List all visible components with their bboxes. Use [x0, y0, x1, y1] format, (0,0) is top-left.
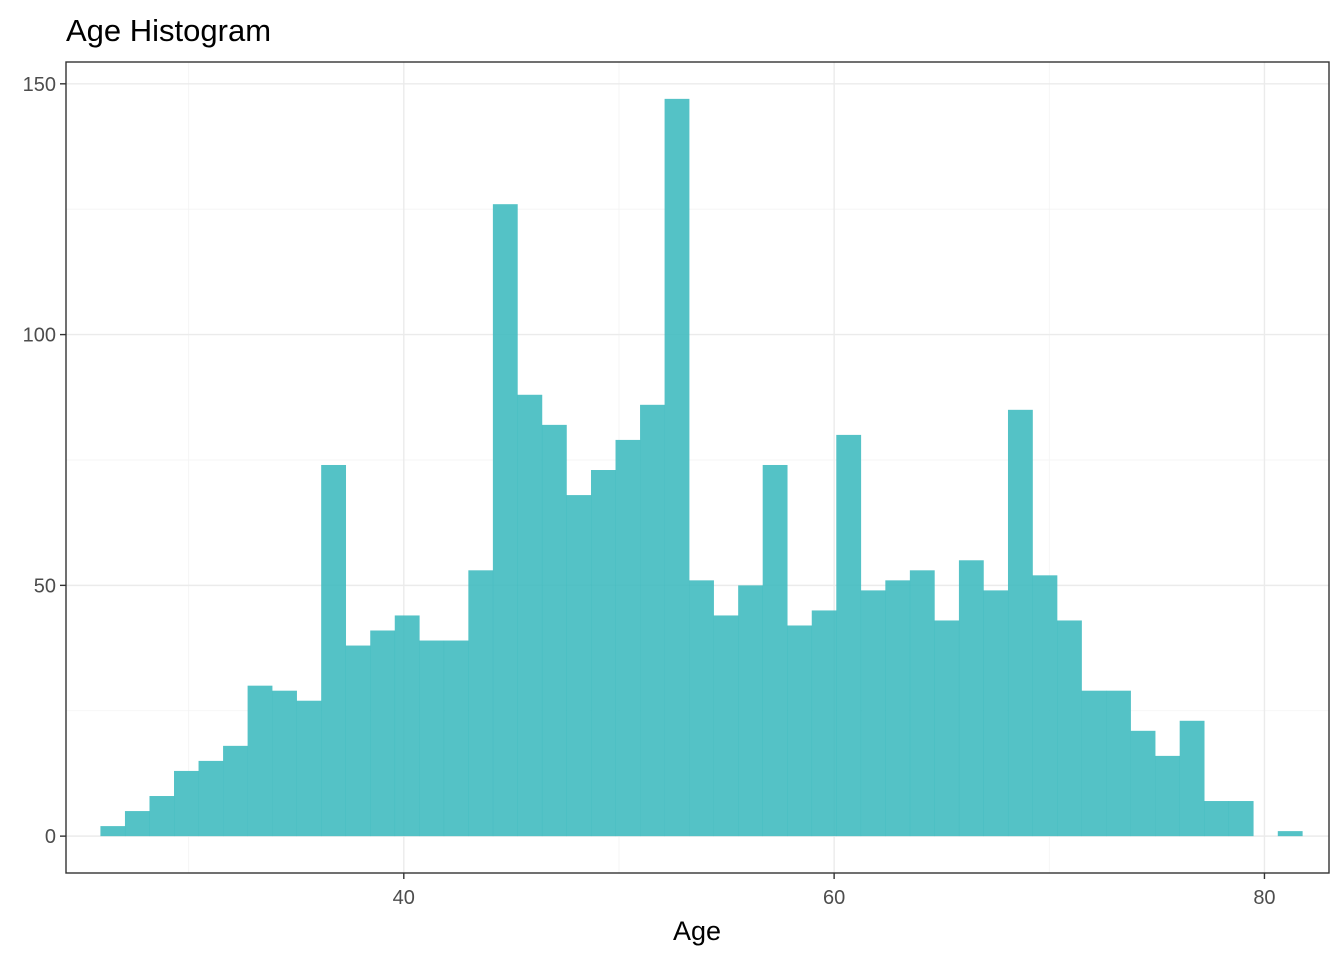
histogram-bar [1007, 409, 1033, 837]
x-tick-label: 60 [823, 887, 845, 909]
histogram-bar [762, 464, 788, 837]
y-tick-label: 50 [34, 575, 56, 597]
x-tick-label: 80 [1253, 887, 1275, 909]
histogram-bar [517, 394, 543, 837]
histogram-bars [100, 98, 1303, 837]
histogram-bar [394, 615, 420, 837]
histogram-bar [370, 630, 396, 837]
x-axis-title: Age [673, 916, 721, 946]
histogram-bar [860, 590, 886, 837]
histogram-bar [1228, 801, 1254, 837]
histogram-bar [615, 439, 641, 837]
histogram-bar [443, 640, 469, 837]
histogram-bar [664, 98, 690, 837]
histogram-bar [1081, 690, 1107, 837]
histogram-bar [468, 570, 494, 837]
chart-title: Age Histogram [66, 13, 271, 48]
histogram-bar [541, 424, 567, 837]
histogram-bar [419, 640, 445, 837]
histogram-bar [713, 615, 739, 837]
histogram-bar [174, 770, 199, 837]
histogram-bar [590, 470, 616, 837]
x-tick-label: 40 [393, 887, 415, 909]
histogram-bar [909, 570, 935, 837]
histogram-bar [272, 690, 297, 837]
histogram-bar [247, 685, 273, 837]
histogram-bar [100, 826, 126, 837]
histogram-bar [689, 580, 714, 837]
histogram-bar [566, 495, 592, 837]
histogram-bar [885, 580, 911, 837]
histogram-bar [738, 585, 763, 837]
histogram-bar [1057, 620, 1082, 837]
histogram-bar [1155, 755, 1180, 837]
y-tick-label: 0 [45, 826, 56, 848]
histogram-bar [983, 590, 1009, 837]
histogram-bar [223, 745, 248, 837]
histogram-bar [836, 434, 862, 837]
histogram-bar [492, 204, 518, 837]
panel-border [65, 61, 1330, 874]
histogram-bar [1106, 690, 1131, 837]
histogram-bar [321, 464, 347, 837]
histogram-bar [787, 625, 813, 837]
y-tick-label: 100 [23, 325, 56, 347]
y-tick-label: 150 [23, 74, 56, 96]
histogram-bar [1204, 801, 1230, 837]
histogram-bar [149, 796, 175, 837]
x-axis: 40 60 80 [393, 873, 1276, 909]
histogram-bar [958, 560, 984, 837]
histogram-bar [1179, 720, 1205, 837]
histogram-bar [934, 620, 960, 837]
histogram-bar [640, 404, 665, 837]
histogram-bar [811, 610, 837, 837]
y-axis: 0 50 100 150 [23, 74, 66, 848]
histogram-bar [296, 700, 322, 837]
histogram-bar [345, 645, 371, 837]
histogram-bar [1032, 575, 1058, 837]
histogram-bar [198, 760, 224, 837]
histogram-bar [1277, 831, 1303, 837]
histogram-bar [124, 811, 150, 837]
histogram-bar [1130, 730, 1156, 837]
